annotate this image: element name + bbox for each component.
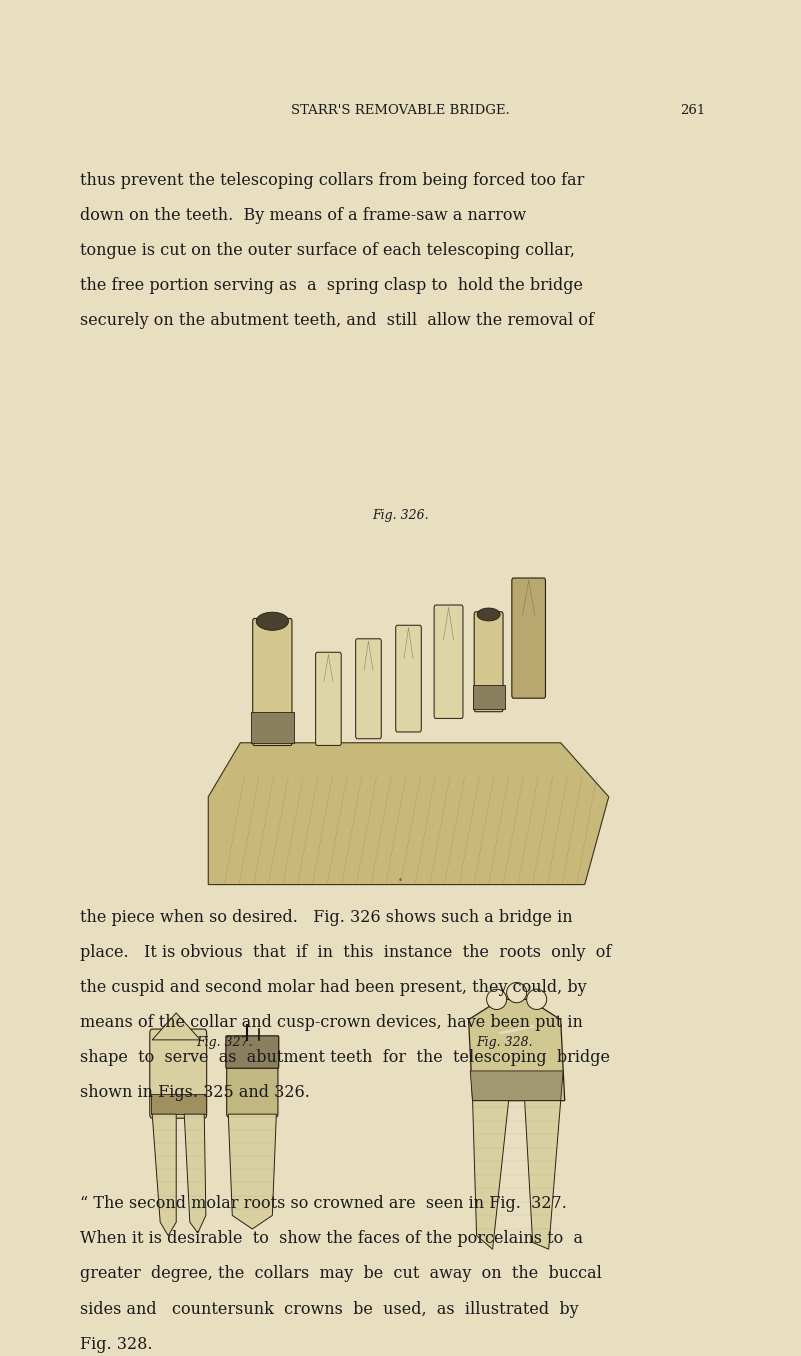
Polygon shape <box>228 1115 276 1229</box>
Text: STARR'S REMOVABLE BRIDGE.: STARR'S REMOVABLE BRIDGE. <box>291 104 510 117</box>
Text: shape  to  serve  as  abutment teeth  for  the  telescoping  bridge: shape to serve as abutment teeth for the… <box>80 1050 610 1066</box>
FancyBboxPatch shape <box>356 639 381 739</box>
Text: Fig. 326.: Fig. 326. <box>372 510 429 522</box>
Text: •: • <box>398 876 403 885</box>
Text: When it is desirable  to  show the faces of the porcelains to  a: When it is desirable to show the faces o… <box>80 1230 583 1248</box>
FancyBboxPatch shape <box>316 652 341 746</box>
FancyBboxPatch shape <box>434 605 463 719</box>
FancyBboxPatch shape <box>474 612 503 712</box>
Text: Fig. 327.: Fig. 327. <box>196 1036 252 1050</box>
Text: greater  degree, the  collars  may  be  cut  away  on  the  buccal: greater degree, the collars may be cut a… <box>80 1265 602 1283</box>
Text: the piece when so desired.   Fig. 326 shows such a bridge in: the piece when so desired. Fig. 326 show… <box>80 909 573 926</box>
Text: place.   It is obvious  that  if  in  this  instance  the  roots  only  of: place. It is obvious that if in this ins… <box>80 944 611 961</box>
FancyBboxPatch shape <box>252 618 292 746</box>
Polygon shape <box>473 1101 509 1249</box>
Text: tongue is cut on the outer surface of each telescoping collar,: tongue is cut on the outer surface of ea… <box>80 241 575 259</box>
FancyBboxPatch shape <box>227 1037 278 1117</box>
FancyBboxPatch shape <box>396 625 421 732</box>
Text: securely on the abutment teeth, and  still  allow the removal of: securely on the abutment teeth, and stil… <box>80 312 594 330</box>
Ellipse shape <box>506 983 527 1002</box>
Text: Fig. 328.: Fig. 328. <box>477 1036 533 1050</box>
Text: Fig. 328.: Fig. 328. <box>80 1336 153 1353</box>
Ellipse shape <box>487 990 506 1009</box>
Polygon shape <box>470 1071 563 1101</box>
Text: 261: 261 <box>679 104 705 117</box>
Bar <box>473 685 505 709</box>
Bar <box>151 1094 206 1115</box>
Ellipse shape <box>527 990 547 1009</box>
Polygon shape <box>469 999 565 1101</box>
Polygon shape <box>208 743 609 884</box>
Text: sides and   countersunk  crowns  be  used,  as  illustrated  by: sides and countersunk crowns be used, as… <box>80 1300 579 1318</box>
Text: the free portion serving as  a  spring clasp to  hold the bridge: the free portion serving as a spring cla… <box>80 277 583 294</box>
Polygon shape <box>152 1013 200 1040</box>
FancyBboxPatch shape <box>226 1036 279 1069</box>
Text: down on the teeth.  By means of a frame-saw a narrow: down on the teeth. By means of a frame-s… <box>80 206 526 224</box>
FancyBboxPatch shape <box>512 578 545 698</box>
Bar <box>251 712 293 743</box>
Ellipse shape <box>477 607 500 621</box>
FancyBboxPatch shape <box>150 1029 207 1119</box>
Polygon shape <box>525 1101 561 1249</box>
Text: shown in Figs. 325 and 326.: shown in Figs. 325 and 326. <box>80 1085 310 1101</box>
Text: “ The second molar roots so crowned are  seen in Fig.  327.: “ The second molar roots so crowned are … <box>80 1195 567 1212</box>
Polygon shape <box>184 1115 206 1233</box>
Polygon shape <box>152 1115 176 1235</box>
Text: the cuspid and second molar had been present, they could, by: the cuspid and second molar had been pre… <box>80 979 586 997</box>
Text: thus prevent the telescoping collars from being forced too far: thus prevent the telescoping collars fro… <box>80 171 585 188</box>
Text: means of the collar and cusp-crown devices, have been put in: means of the collar and cusp-crown devic… <box>80 1014 583 1031</box>
Ellipse shape <box>256 612 288 631</box>
